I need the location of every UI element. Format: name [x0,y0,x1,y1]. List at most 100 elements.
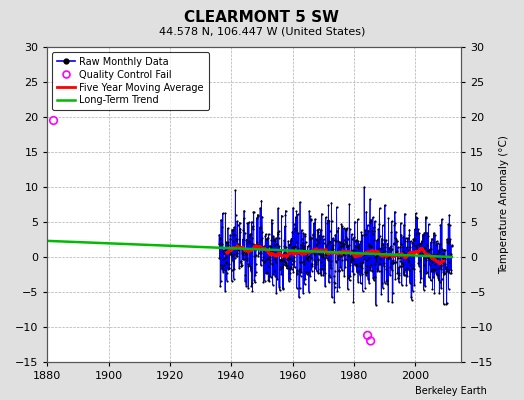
Point [242,250,250,256]
Point [410,282,419,288]
Point [341,264,349,270]
Point [404,257,412,263]
Point [315,233,323,240]
Point [297,250,305,256]
Point [387,267,396,273]
Point [369,214,377,221]
Point [394,275,402,281]
Point [303,243,312,250]
Point [258,229,267,235]
Point [273,240,281,247]
Point [256,224,265,230]
Point [405,232,413,238]
Point [270,242,279,248]
Point [229,231,237,237]
Point [401,238,409,245]
Point [407,262,415,268]
Point [287,235,296,242]
Point [348,268,357,274]
Point [405,226,413,233]
Point [303,248,312,255]
Point [439,268,447,275]
Point [418,247,427,254]
Point [394,275,402,282]
Point [234,247,243,253]
Point [322,249,331,256]
Point [318,252,326,259]
Point [401,210,409,217]
Point [376,261,384,267]
Point [300,258,308,264]
Point [323,217,332,224]
Point [304,257,313,264]
Point [332,250,340,256]
Point [433,272,441,278]
Point [297,242,305,248]
Point [441,247,449,253]
Point [351,218,359,225]
Point [245,263,254,270]
Point [269,234,277,241]
Point [218,264,226,270]
Point [405,267,413,273]
Point [427,277,435,284]
Point [288,229,297,235]
Point [390,222,399,228]
Point [434,247,443,253]
Point [299,290,307,296]
Point [274,231,282,237]
Point [233,253,242,259]
Point [414,260,422,266]
Point [320,266,328,273]
Point [386,243,395,250]
Point [247,283,256,289]
Point [386,264,395,270]
Point [215,241,223,247]
Point [380,260,388,266]
Point [288,261,296,268]
Point [222,259,231,266]
Point [388,246,396,252]
Point [248,280,256,286]
Point [389,257,397,264]
Point [238,256,247,262]
Point [270,254,279,260]
Point [333,228,341,234]
Point [347,252,355,259]
Point [443,236,451,242]
Point [267,216,276,223]
Point [251,241,259,248]
Point [400,268,409,275]
Point [377,250,385,256]
Point [308,260,316,267]
Point [304,254,312,260]
Point [360,256,368,262]
Point [248,235,256,241]
Point [428,259,436,265]
Point [399,261,408,268]
Point [388,218,396,224]
Point [357,238,365,244]
Point [339,240,347,246]
Point [312,261,320,268]
Point [246,265,255,272]
Point [281,259,289,265]
Point [445,222,454,228]
Point [420,286,428,293]
Point [268,261,277,268]
Point [292,238,300,245]
Point [265,278,274,284]
Point [243,257,251,263]
Point [311,264,320,271]
Point [264,263,272,269]
Point [277,212,286,219]
Point [235,236,244,242]
Point [263,256,271,262]
Point [231,187,239,194]
Point [289,204,297,211]
Point [290,254,298,260]
Point [287,264,295,270]
Point [301,233,309,239]
Point [226,251,235,257]
Point [255,242,263,248]
